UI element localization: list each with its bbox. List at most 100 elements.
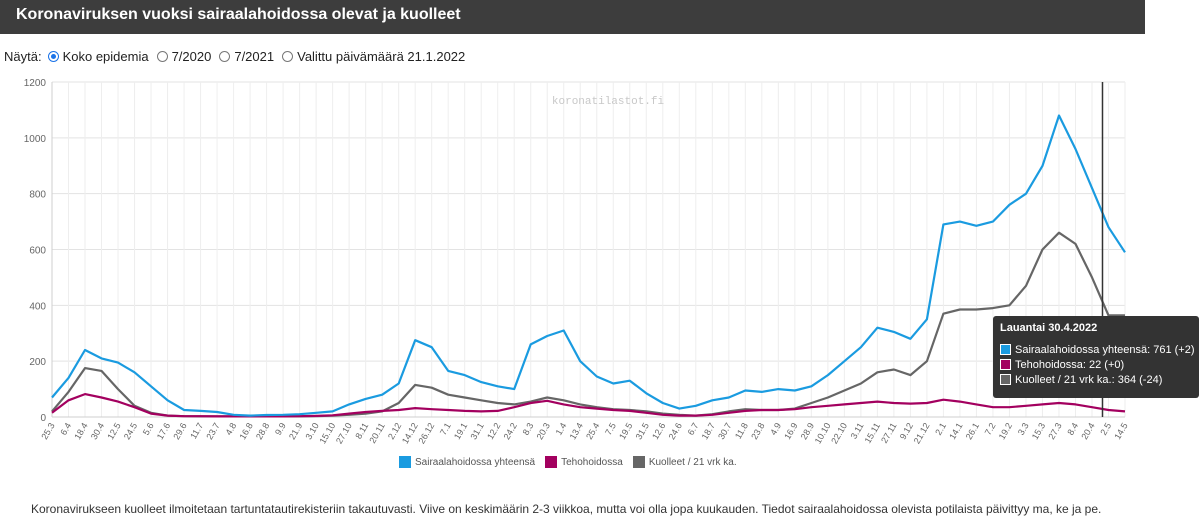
x-tick-label: 12.6 [650,421,667,441]
x-tick-label: 23.7 [204,421,221,441]
x-tick-label: 2.5 [1098,421,1113,437]
chart-legend: Sairaalahoidossa yhteensä Tehohoidossa K… [399,456,747,468]
y-tick-label: 1000 [24,134,47,145]
radio-icon[interactable] [219,50,231,62]
x-tick-label: 3.3 [1016,421,1031,437]
x-tick-label: 6.7 [686,421,701,437]
tooltip-row: Kuolleet / 21 vrk ka.: 364 (-24) [1000,372,1192,387]
x-tick-label: 7.2 [983,421,998,437]
radio-label: 7/2021 [234,48,275,64]
x-tick-label: 24.2 [502,421,519,441]
tooltip-row: Sairaalahoidossa yhteensä: 761 (+2) [1000,342,1195,357]
chart-watermark: koronatilastot.fi [552,96,665,108]
x-tick-label: 15.11 [863,421,883,445]
legend-label: Kuolleet / 21 vrk ka. [648,456,737,468]
radio-selected-icon[interactable] [47,50,59,62]
view-selector: Näytä: Koko epidemia 7/2020 7/2021 Valit… [4,46,473,66]
radio-7-2021[interactable]: 7/2021 [219,49,274,64]
x-tick-label: 18.4 [72,421,89,441]
x-tick-label: 12.5 [105,421,122,441]
y-tick-label: 0 [40,413,46,424]
radio-label: Koko epidemia [62,48,149,64]
x-tick-label: 26.12 [416,421,436,446]
tooltip-swatch [1000,359,1011,370]
tooltip-row: Tehohoidossa: 22 (+0) [1000,357,1192,372]
x-tick-label: 16.9 [782,421,799,441]
title-bar: Koronaviruksen vuoksi sairaalahoidossa o… [0,0,1145,34]
y-axis: 0 200 400 600 800 1000 1200 [24,78,53,424]
x-tick-label: 7.1 [438,421,453,437]
x-tick-label: 30.4 [89,421,106,441]
x-tick-label: 29.6 [171,421,188,441]
x-tick-label: 27.10 [334,421,354,446]
x-tick-label: 27.3 [1046,421,1063,441]
x-tick-label: 22.10 [829,421,849,446]
x-tick-label: 19.1 [452,421,469,441]
radio-koko-epidemia[interactable]: Koko epidemia [47,48,149,64]
x-tick-label: 25.4 [584,421,601,441]
x-tick-label: 1.4 [554,421,569,437]
x-tick-label: 15.3 [1030,421,1047,441]
page-title: Koronaviruksen vuoksi sairaalahoidossa o… [16,6,461,23]
x-tick-label: 25.3 [39,421,56,441]
x-tick-label: 30.7 [716,421,733,441]
chart-grid [51,81,1126,418]
x-tick-label: 4.8 [223,421,238,437]
tooltip-row-text: Tehohoidossa: 22 (+0) [1015,358,1125,371]
x-tick-label: 8.4 [1065,421,1080,437]
y-tick-label: 600 [29,246,46,257]
y-tick-label: 1200 [24,78,47,89]
series-line-kuolleet[interactable] [51,231,1125,418]
x-tick-label: 11.8 [733,421,750,441]
x-tick-label: 16.8 [237,421,254,441]
legend-label: Sairaalahoidossa yhteensä [415,456,536,468]
legend-item-kuolleet[interactable]: Kuolleet / 21 vrk ka. [632,456,737,468]
x-tick-label: 13.4 [568,421,585,441]
x-tick-label: 24.5 [122,421,139,441]
legend-swatch [399,456,411,468]
x-tick-label: 23.8 [749,421,766,441]
legend-item-tehohoidossa[interactable]: Tehohoidossa [545,456,623,468]
x-tick-label: 21.9 [287,421,304,441]
x-tick-label: 21.12 [912,421,932,446]
x-tick-label: 12.2 [485,421,502,441]
x-tick-label: 20.4 [1079,421,1096,441]
x-tick-label: 7.5 [603,421,618,437]
series-lines [51,114,1126,418]
x-tick-label: 2.1 [933,421,948,437]
x-tick-label: 4.9 [768,421,783,437]
legend-swatch [545,456,558,468]
legend-label: Tehohoidossa [561,456,623,468]
y-tick-label: 400 [29,301,46,312]
series-line-sairaalahoidossa[interactable] [51,114,1126,417]
x-tick-label: 11.7 [188,421,205,441]
tooltip-row-text: Sairaalahoidossa yhteensä: 761 (+2) [1015,343,1195,356]
x-tick-label: 24.6 [667,421,684,441]
x-tick-label: 20.3 [535,421,552,441]
tooltip-swatch [1000,344,1011,355]
radio-label: 7/2020 [171,48,212,64]
series-line-tehohoidossa[interactable] [51,393,1126,418]
radio-valittu-paivamaara[interactable]: Valittu päivämäärä 21.1.2022 [282,49,465,64]
line-chart[interactable]: koronatilastot.fi 020040060080010001200 … [0,70,1145,450]
radio-7-2020[interactable]: 7/2020 [156,48,212,64]
x-tick-label: 19.5 [617,421,634,441]
y-tick-label: 800 [29,190,46,201]
radio-icon[interactable] [156,50,168,62]
y-tick-label: 200 [29,357,46,368]
x-tick-label: 14.5 [1112,421,1129,441]
x-tick-label: 26.1 [964,421,981,441]
chart-tooltip: Lauantai 30.4.2022 Sairaalahoidossa yhte… [993,316,1199,398]
x-axis: 25.3 6.4 18.4 30.4 12.5 24.5 5.6 17.6 29.6 11.7 23… [39,416,1130,446]
tooltip-row-text: Kuolleet / 21 vrk ka.: 364 (-24) [1015,373,1163,386]
x-tick-label: 5.6 [141,421,156,437]
radio-icon[interactable] [282,50,294,62]
x-tick-label: 18.7 [700,421,717,441]
x-tick-label: 17.6 [155,421,172,441]
x-tick-label: 31.1 [469,421,486,441]
legend-item-sairaalahoidossa[interactable]: Sairaalahoidossa yhteensä [399,456,535,468]
view-selector-label: Näytä: [4,48,42,64]
tooltip-swatch [1000,374,1011,385]
x-tick-label: 27.11 [879,421,899,445]
x-tick-label: 8.3 [521,421,536,437]
